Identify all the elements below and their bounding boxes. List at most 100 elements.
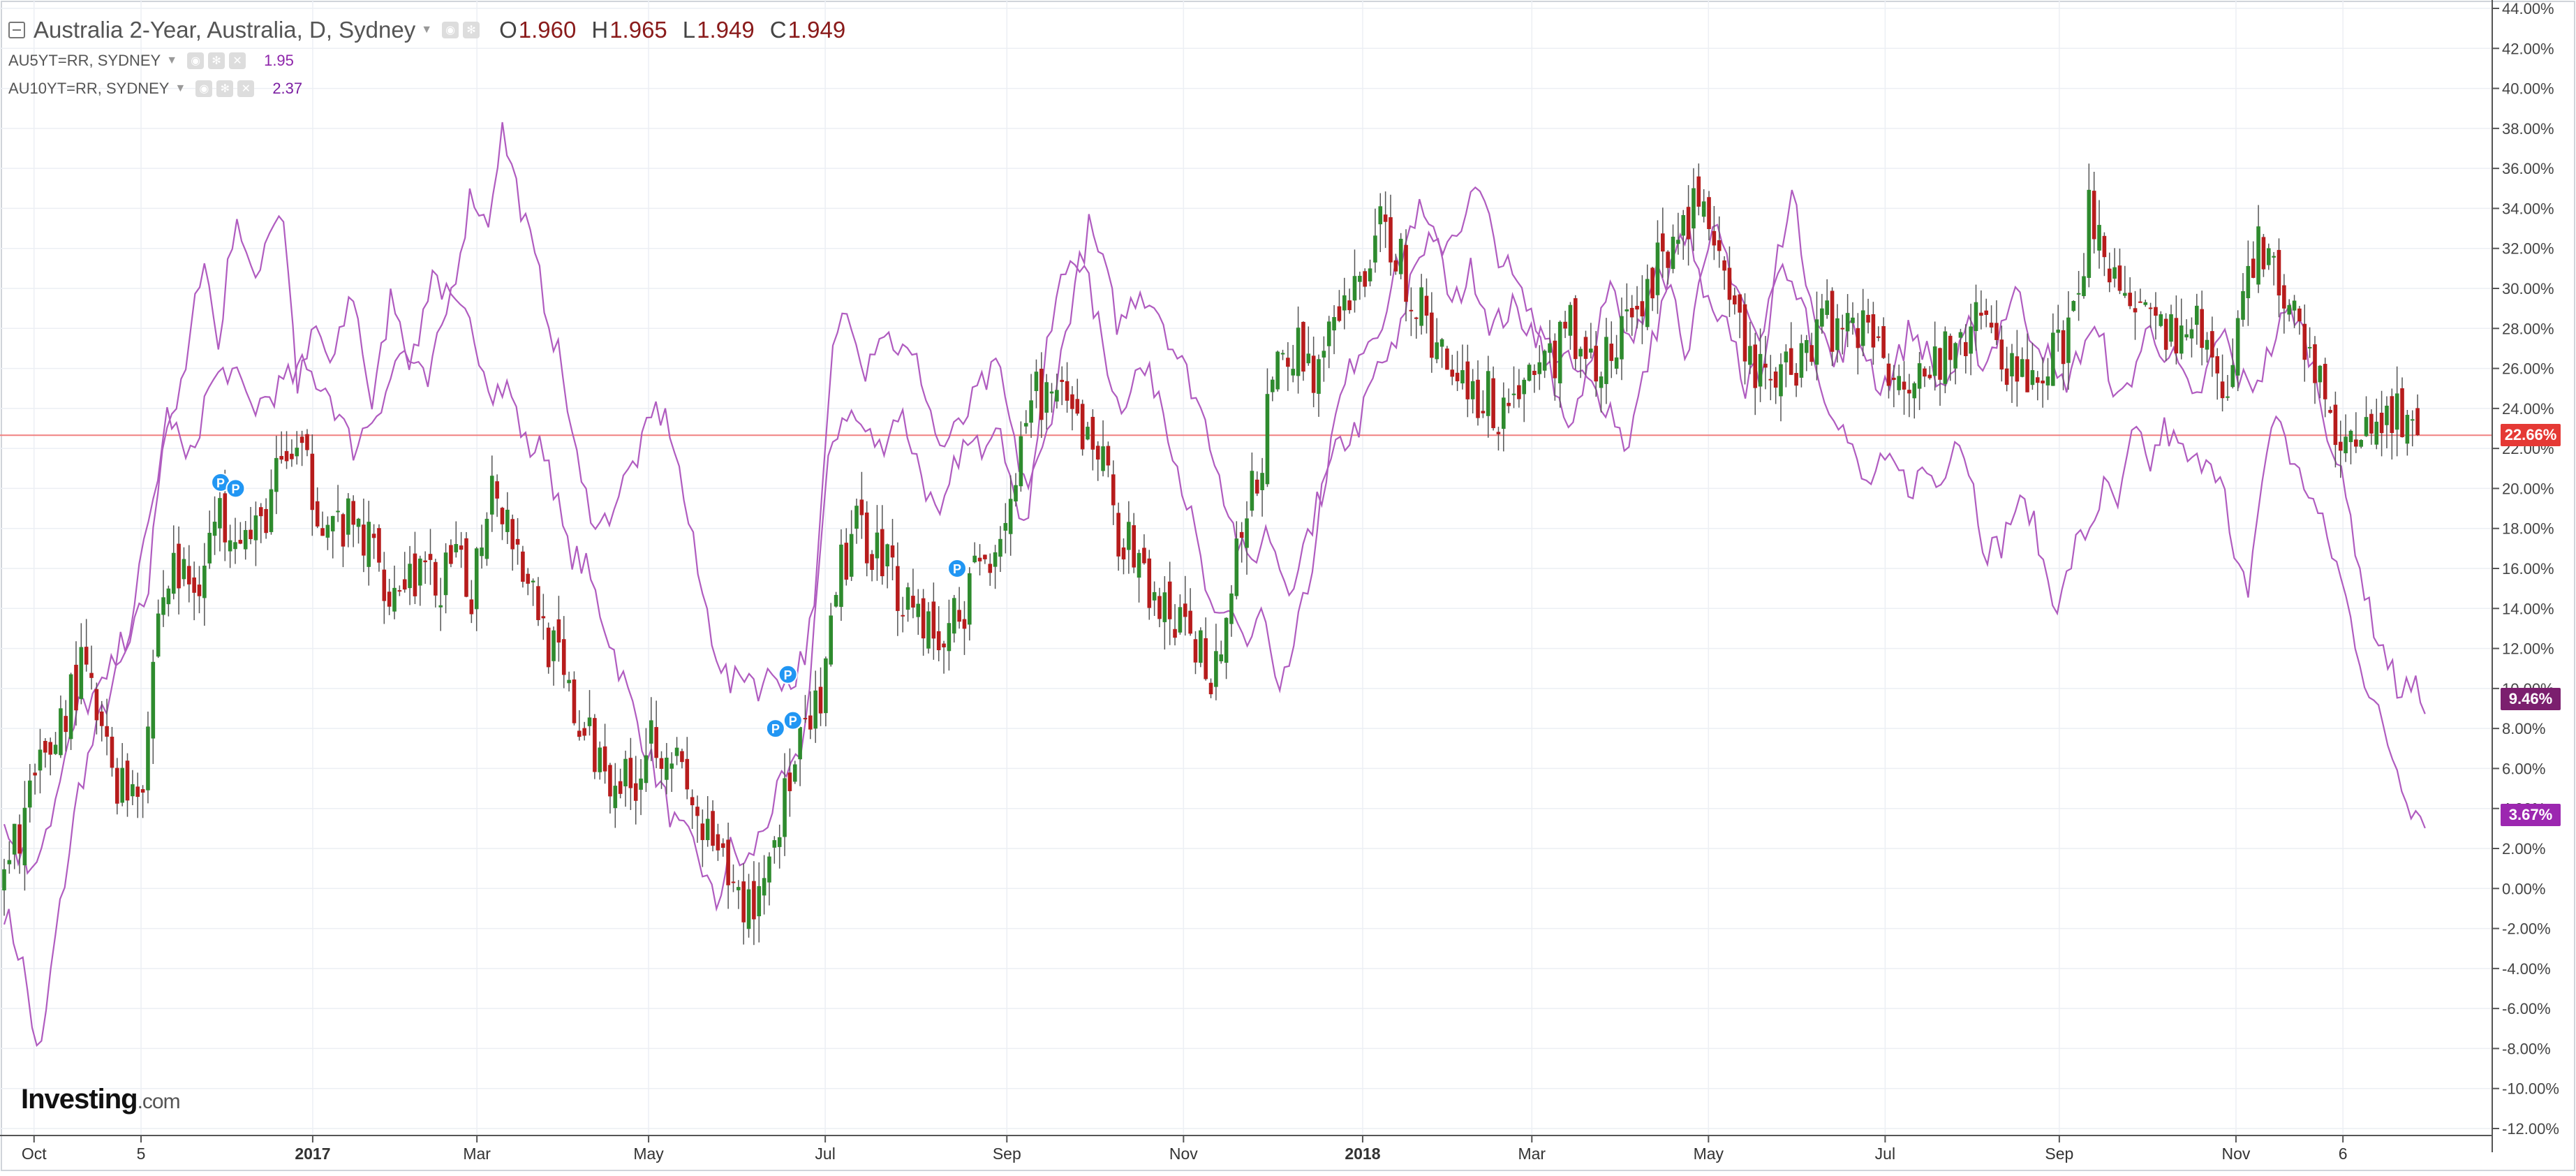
candle-body <box>1060 379 1065 383</box>
candle <box>936 606 941 661</box>
candle-body <box>284 450 289 462</box>
candle-body <box>186 566 191 585</box>
collapse-icon[interactable] <box>8 22 25 38</box>
candle-body <box>423 560 427 563</box>
gear-icon[interactable]: ✻ <box>208 52 225 69</box>
candle-body <box>1430 312 1434 358</box>
candle-body <box>2323 364 2327 399</box>
candle-body <box>408 564 412 589</box>
candle <box>2179 298 2184 360</box>
candle <box>249 506 253 545</box>
candle-body <box>613 786 618 809</box>
candle-body <box>1142 547 1146 564</box>
candle-body <box>392 587 397 612</box>
gear-icon[interactable]: ✻ <box>216 80 234 97</box>
candle <box>22 781 27 891</box>
event-marker-icon[interactable]: P <box>947 559 968 578</box>
candle <box>1183 575 1187 636</box>
eye-icon[interactable]: ◉ <box>195 80 213 97</box>
candle <box>310 434 315 536</box>
candle <box>1676 212 1680 255</box>
candle-body <box>890 545 895 558</box>
candle <box>741 863 746 945</box>
event-marker-icon[interactable]: P <box>225 478 246 499</box>
candle <box>1121 538 1126 575</box>
candle-body <box>120 767 124 803</box>
eye-icon[interactable]: ◉ <box>187 52 205 69</box>
chevron-down-icon[interactable]: ▼ <box>166 54 178 66</box>
candle-body <box>295 448 299 457</box>
event-marker-dot[interactable] <box>225 478 246 499</box>
candle <box>1701 189 1706 223</box>
candle <box>665 742 669 795</box>
candle-body <box>2348 430 2353 443</box>
chevron-down-icon[interactable]: ▼ <box>421 24 433 36</box>
candle-body <box>926 611 931 649</box>
event-marker-icon[interactable]: P <box>778 664 798 684</box>
gear-icon[interactable]: ✻ <box>463 22 480 38</box>
event-marker-dot[interactable] <box>783 710 803 730</box>
candle <box>2410 410 2415 447</box>
candle-body <box>2390 396 2394 434</box>
candle <box>762 855 767 915</box>
candle-body <box>521 551 525 582</box>
candle <box>1049 383 1054 413</box>
event-marker-dot[interactable] <box>778 664 798 684</box>
candle-body <box>356 518 361 527</box>
candle-body <box>64 716 68 733</box>
eye-icon[interactable]: ◉ <box>442 22 459 38</box>
close-icon[interactable]: ✕ <box>237 80 255 97</box>
chevron-down-icon[interactable]: ▼ <box>175 82 186 94</box>
candle <box>1907 374 1911 418</box>
candle-body <box>1568 304 1573 336</box>
candle-body <box>1696 176 1701 207</box>
candle <box>43 738 47 768</box>
candle <box>330 515 335 559</box>
candle-body <box>798 727 802 760</box>
event-marker-dot[interactable] <box>947 559 968 578</box>
event-marker-icon[interactable]: P <box>211 472 231 492</box>
candle-body <box>988 564 993 573</box>
candle-body <box>1039 369 1044 420</box>
event-marker-icon[interactable]: P <box>765 719 785 739</box>
candle-body <box>233 542 237 550</box>
candle <box>2394 366 2399 457</box>
series-name[interactable]: AU5YT=RR, SYDNEY <box>8 52 161 69</box>
candle-body <box>336 510 340 513</box>
candle <box>1609 321 1614 378</box>
candle <box>264 498 268 539</box>
main-series-title[interactable]: Australia 2-Year, Australia, D, Sydney <box>34 17 416 43</box>
candle-body <box>654 727 658 758</box>
event-marker-label: P <box>216 476 225 490</box>
candle <box>957 587 961 629</box>
candle-body <box>89 672 94 678</box>
candle-body <box>1742 304 1747 362</box>
candle <box>1162 576 1167 650</box>
y-axis[interactable]: -12.00% -10.00% -8.00% -6.00% -4.00% -2.00% 0.… <box>2492 0 2559 1152</box>
candle-body <box>1917 363 1922 389</box>
candle-body <box>2205 339 2209 350</box>
candle <box>1383 191 1388 248</box>
series-name[interactable]: AU10YT=RR, SYDNEY <box>8 80 170 97</box>
candle <box>1306 326 1311 366</box>
open-key: O <box>499 17 517 43</box>
x-axis[interactable]: Oct 5 2017 Mar May Jul Sep Nov 2018 Mar May Jul Sep N… <box>0 1135 2492 1163</box>
candle-body <box>936 631 941 651</box>
candle <box>1727 246 1732 317</box>
candle-body <box>1583 337 1588 359</box>
event-marker-icon[interactable]: P <box>783 710 803 730</box>
candle-body <box>1897 376 1901 390</box>
candle-body <box>1296 328 1301 376</box>
event-marker-dot[interactable] <box>765 719 785 739</box>
y-tick-label: 20.00% <box>2502 480 2554 497</box>
candle <box>2148 302 2153 328</box>
candle <box>2117 249 2122 295</box>
candle-body <box>705 818 710 841</box>
candle-body <box>1065 381 1069 401</box>
candle-body <box>310 453 315 510</box>
candle-body <box>1029 400 1033 423</box>
close-icon[interactable]: ✕ <box>229 52 246 69</box>
